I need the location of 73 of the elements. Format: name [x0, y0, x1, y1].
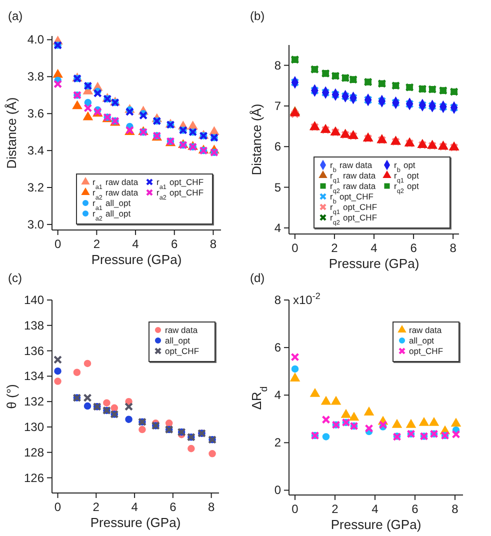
- y-axis-title: θ (°): [4, 384, 19, 409]
- x-tick-label: 4: [132, 237, 140, 251]
- legend-label: r$_{a2}$ all_opt: [92, 208, 132, 222]
- y-tick-label: 128: [24, 445, 44, 460]
- y-tick-label: 130: [24, 420, 44, 434]
- x-tick-label: 8: [210, 237, 217, 251]
- x-tick-label: 0: [54, 237, 62, 251]
- y-tick-label: 3.8: [27, 70, 44, 84]
- legend-label: r$_{q1}$ opt: [394, 170, 420, 184]
- legend-label: r$_{a1}$ all_opt: [92, 198, 132, 212]
- x-tick-label: 0: [292, 502, 299, 516]
- y-tick-label: 3.0: [27, 217, 44, 232]
- y-tick-label: 132: [24, 394, 44, 409]
- y-tick-label: 7: [274, 98, 282, 113]
- x-tick-label: 6: [412, 502, 419, 516]
- legend-label: all_opt: [409, 336, 435, 346]
- legend-label: all_opt: [165, 336, 191, 346]
- x-tick-label: 8: [450, 241, 457, 255]
- legend-label: r$_{a1}$ raw data: [92, 177, 138, 190]
- y-tick-label: 4: [274, 388, 282, 402]
- text: (d): [250, 271, 265, 285]
- legend-label: opt_CHF: [165, 346, 200, 356]
- y-tick-label: 3.2: [27, 180, 44, 195]
- y-tick-label: 8: [274, 58, 282, 72]
- x-tick-label: 6: [171, 237, 178, 251]
- y-tick-label: 2: [274, 436, 282, 450]
- x-tick-label: 2: [331, 241, 338, 255]
- x-axis-title: Pressure (GPa): [91, 252, 182, 267]
- legend-label: raw data: [409, 325, 442, 335]
- x-tick-label: 8: [452, 502, 459, 516]
- x-tick-label: 4: [370, 241, 378, 255]
- x-tick-label: 4: [131, 500, 138, 514]
- x-tick-label: 6: [410, 241, 418, 255]
- x-tick-label: 0: [54, 500, 62, 514]
- x-tick-label: 0: [292, 241, 299, 255]
- y-axis-title: Distance (Å): [4, 97, 19, 169]
- legend-label: r$_{a2}$ raw data: [92, 188, 138, 201]
- y-tick-label: 3.6: [27, 106, 44, 121]
- x-axis-title: Pressure (GPa): [90, 515, 181, 530]
- legend-label: r$_{q1}$ raw data: [330, 170, 376, 184]
- legend-label: r$_{q1}$ opt_CHF: [330, 202, 378, 216]
- legend-label: opt_CHF: [409, 346, 444, 356]
- x-tick-label: 2: [92, 500, 100, 514]
- legend-label: r$_{b}$ raw data: [330, 160, 372, 174]
- legend-label: r$_{a2}$ opt_CHF: [156, 188, 204, 201]
- y-tick-label: 8: [274, 293, 282, 307]
- y-axis-title: Distance (Å): [249, 104, 264, 176]
- y-tick-label: 5: [274, 180, 282, 194]
- x-tick-label: 8: [208, 500, 215, 514]
- x-tick-label: 6: [170, 500, 177, 514]
- x-tick-label: 4: [372, 502, 379, 516]
- x-axis-title: Pressure (GPa): [330, 517, 422, 532]
- y-tick-label: 140: [24, 293, 44, 307]
- y-tick-label: 3.4: [27, 144, 44, 158]
- legend-label: r$_{a1}$ opt_CHF: [156, 177, 204, 190]
- x-tick-label: 2: [332, 502, 339, 516]
- y-tick-label: 6: [274, 140, 282, 154]
- y-tick-label: 0: [274, 483, 282, 498]
- y-tick-label: 6: [274, 340, 282, 355]
- legend-label: raw data: [165, 325, 198, 335]
- y-tick-label: 136: [24, 344, 44, 358]
- text: (b): [250, 9, 265, 23]
- y-tick-label: 138: [24, 318, 44, 332]
- y-tick-label: 4: [274, 220, 282, 235]
- text: (c): [8, 271, 22, 285]
- x-axis-title: Pressure (GPa): [328, 256, 420, 271]
- y-tick-label: 4.0: [27, 32, 44, 47]
- x-tick-label: 2: [93, 237, 100, 251]
- legend-label: r$_{b}$ opt: [394, 160, 416, 174]
- annotation: x10$^{-2}$: [293, 291, 320, 307]
- text: (a): [8, 9, 23, 23]
- y-tick-label: 126: [24, 470, 44, 485]
- y-tick-label: 134: [24, 369, 44, 384]
